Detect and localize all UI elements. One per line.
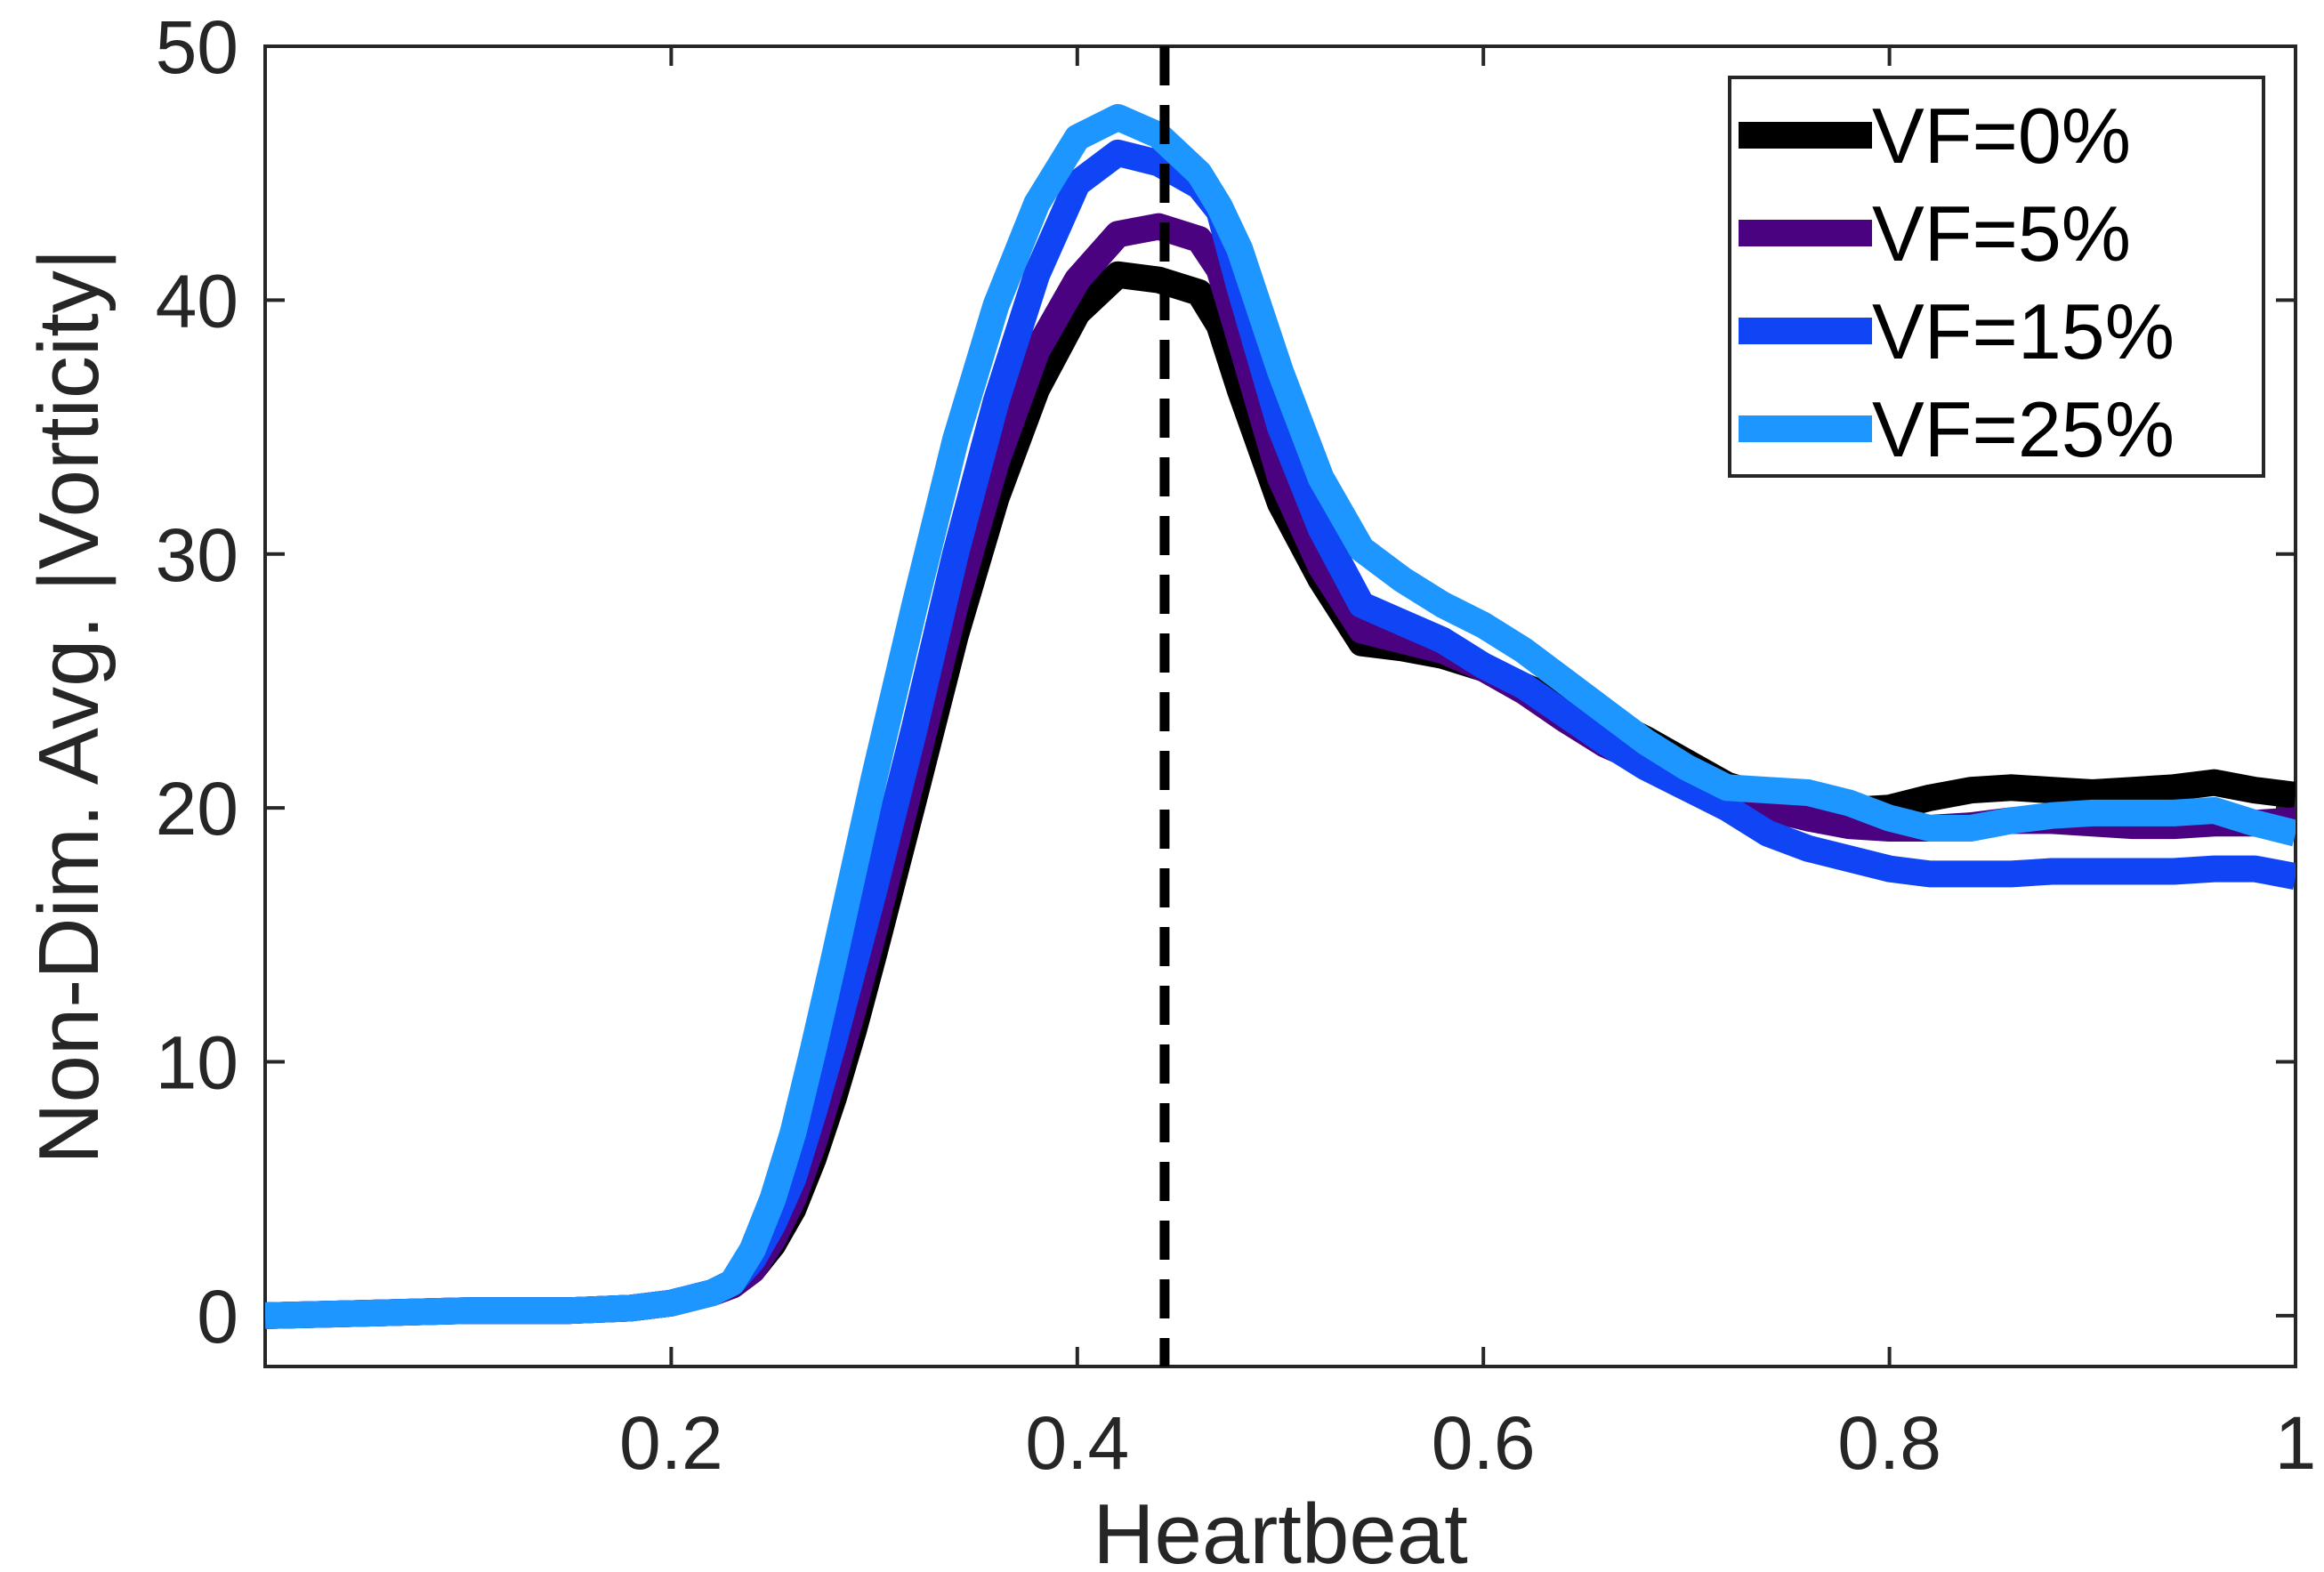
x-tick-label: 0.8 <box>1837 1401 1941 1485</box>
legend-label: VF=15% <box>1872 287 2175 375</box>
legend-label: VF=5% <box>1872 189 2131 278</box>
y-tick-label: 0 <box>197 1275 238 1358</box>
x-tick-label: 1 <box>2275 1401 2317 1485</box>
x-axis-label: Heartbeat <box>1093 1487 1468 1572</box>
y-axis-label: Non-Dim. Avg. |Vorticity| <box>21 248 117 1165</box>
legend: VF=0% VF=5% VF=15% VF=25% <box>1728 76 2265 478</box>
x-tick-label: 0.6 <box>1432 1401 1536 1485</box>
y-tick-label: 40 <box>156 259 238 343</box>
y-tick-label: 30 <box>156 513 238 597</box>
x-tick-label: 0.4 <box>1025 1401 1129 1485</box>
series-group <box>265 103 2296 1329</box>
y-tick-label: 20 <box>156 767 238 850</box>
legend-label: VF=25% <box>1872 385 2175 473</box>
series-line-vf-25 <box>265 103 2296 1329</box>
legend-label: VF=0% <box>1872 92 2131 180</box>
y-tick-label: 10 <box>156 1021 238 1105</box>
x-tick-label: 0.2 <box>619 1401 723 1485</box>
y-tick-label: 50 <box>156 5 238 89</box>
